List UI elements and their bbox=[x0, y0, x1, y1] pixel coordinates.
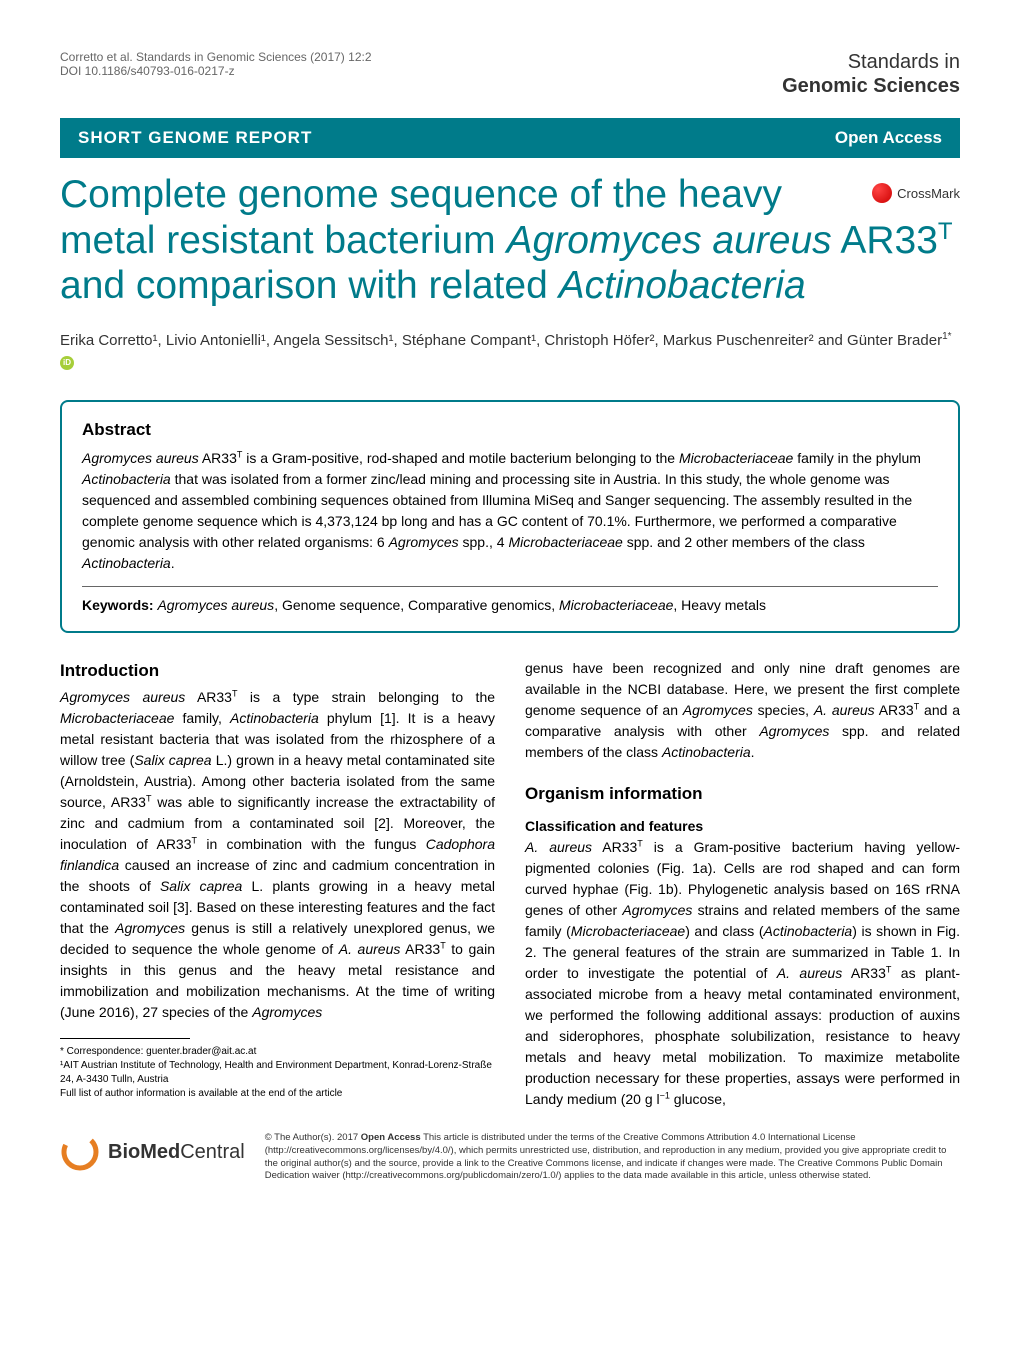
footnotes: * Correspondence: guenter.brader@ait.ac.… bbox=[60, 1045, 495, 1101]
classification-heading: Classification and features bbox=[525, 816, 960, 837]
crossmark-icon bbox=[872, 183, 892, 203]
title-part2: AR33 bbox=[832, 219, 938, 262]
orcid-icon[interactable] bbox=[60, 356, 74, 370]
citation: Corretto et al. Standards in Genomic Sci… bbox=[60, 50, 372, 64]
footnote-separator bbox=[60, 1038, 190, 1039]
classification-text: A. aureus AR33T is a Gram-positive bacte… bbox=[525, 837, 960, 1110]
journal-line1: Standards in bbox=[848, 51, 960, 73]
biomed-central-logo[interactable]: BioMed Central bbox=[60, 1132, 245, 1172]
bmc-icon bbox=[60, 1132, 100, 1172]
bmc-text: Central bbox=[180, 1141, 244, 1164]
keywords: Keywords: Agromyces aureus, Genome seque… bbox=[82, 597, 938, 613]
crossmark-badge[interactable]: CrossMark bbox=[872, 183, 960, 203]
abstract-box: Abstract Agromyces aureus AR33T is a Gra… bbox=[60, 400, 960, 633]
journal-name: Standards in Genomic Sciences bbox=[782, 50, 960, 98]
full-author-info: Full list of author information is avail… bbox=[60, 1087, 495, 1101]
correspondence: * Correspondence: guenter.brader@ait.ac.… bbox=[60, 1045, 495, 1059]
top-header: Corretto et al. Standards in Genomic Sci… bbox=[60, 50, 960, 98]
right-column: genus have been recognized and only nine… bbox=[525, 658, 960, 1113]
title-species2: Actinobacteria bbox=[559, 264, 806, 307]
author-list: Erika Corretto¹, Livio Antonielli¹, Ange… bbox=[60, 332, 942, 349]
license-text: © The Author(s). 2017 Open Access This a… bbox=[265, 1132, 960, 1183]
authors: Erika Corretto¹, Livio Antonielli¹, Ange… bbox=[60, 329, 960, 375]
doi: DOI 10.1186/s40793-016-0217-z bbox=[60, 64, 372, 78]
citation-block: Corretto et al. Standards in Genomic Sci… bbox=[60, 50, 372, 78]
left-column: Introduction Agromyces aureus AR33T is a… bbox=[60, 658, 495, 1113]
abstract-heading: Abstract bbox=[82, 420, 938, 440]
body-columns: Introduction Agromyces aureus AR33T is a… bbox=[60, 658, 960, 1113]
title-species1: Agromyces aureus bbox=[507, 219, 832, 262]
keywords-label: Keywords: bbox=[82, 597, 154, 613]
affiliation: ¹AIT Austrian Institute of Technology, H… bbox=[60, 1059, 495, 1087]
footer: BioMed Central © The Author(s). 2017 Ope… bbox=[60, 1132, 960, 1183]
article-title: Complete genome sequence of the heavy me… bbox=[60, 173, 960, 309]
crossmark-label: CrossMark bbox=[897, 186, 960, 201]
article-type: SHORT GENOME REPORT bbox=[78, 128, 312, 148]
author-last-sup: 1* bbox=[942, 331, 951, 342]
organism-info-heading: Organism information bbox=[525, 781, 960, 807]
journal-line2: Genomic Sciences bbox=[782, 75, 960, 97]
open-access-label: Open Access bbox=[835, 128, 942, 148]
introduction-heading: Introduction bbox=[60, 658, 495, 684]
title-part3: and comparison with related bbox=[60, 264, 559, 307]
article-type-banner: SHORT GENOME REPORT Open Access bbox=[60, 118, 960, 158]
abstract-divider bbox=[82, 586, 938, 587]
intro-continuation: genus have been recognized and only nine… bbox=[525, 658, 960, 763]
abstract-text: Agromyces aureus AR33T is a Gram-positiv… bbox=[82, 448, 938, 574]
title-sup: T bbox=[938, 218, 953, 245]
bmc-text-bold: BioMed bbox=[108, 1141, 180, 1164]
introduction-text: Agromyces aureus AR33T is a type strain … bbox=[60, 687, 495, 1023]
